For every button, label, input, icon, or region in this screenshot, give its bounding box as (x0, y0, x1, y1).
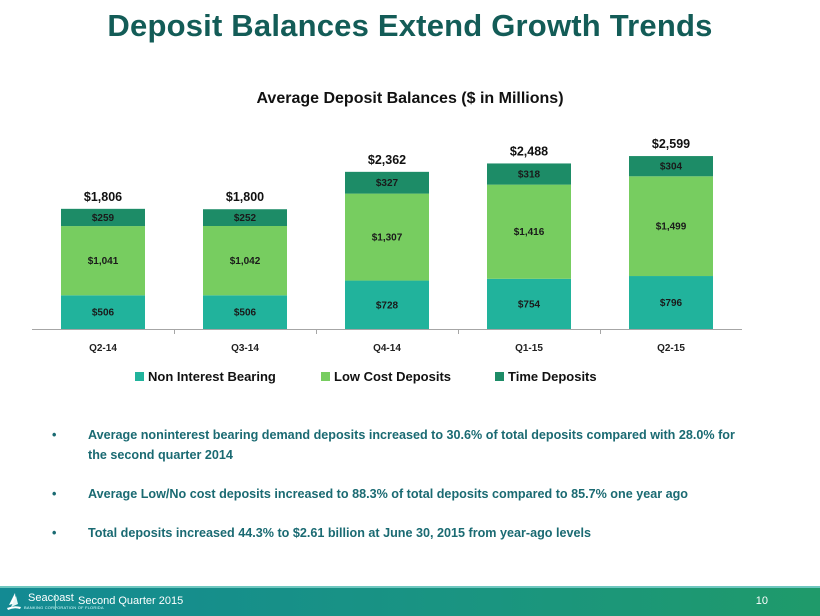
x-tick-label: Q2-14 (89, 343, 117, 354)
data-label: $259 (92, 213, 115, 224)
x-tick-label: Q4-14 (373, 343, 401, 354)
bar-segment-low-cost-deposits (629, 176, 713, 277)
data-label: $1,416 (514, 227, 545, 238)
bullet-item: • Average noninterest bearing demand dep… (52, 425, 742, 465)
bullet-text: Average noninterest bearing demand depos… (88, 428, 735, 462)
data-label: $1,307 (372, 233, 403, 244)
legend-item-non-interest: Non Interest Bearing (135, 369, 276, 384)
bar-segment-time-deposits (345, 171, 429, 194)
bullet-item: • Average Low/No cost deposits increased… (52, 484, 742, 504)
x-tick-label: Q1-15 (515, 343, 543, 354)
bar-segment-non-interest-bearing (487, 278, 571, 329)
data-label: $304 (660, 162, 683, 173)
data-label: $327 (376, 178, 399, 189)
chart-title: Average Deposit Balances ($ in Millions) (256, 90, 564, 107)
slide-title: Deposit Balances Extend Growth Trends (107, 8, 713, 43)
bullet-item: • Total deposits increased 44.3% to $2.6… (52, 523, 742, 543)
footer-divider (55, 594, 56, 610)
legend-item-low-cost: Low Cost Deposits (321, 369, 451, 384)
bullet-text: Average Low/No cost deposits increased t… (88, 487, 688, 501)
sailboat-logo-icon (7, 593, 21, 610)
bar-segment-low-cost-deposits (203, 225, 287, 296)
bar-segment-low-cost-deposits (487, 184, 571, 279)
data-label: $252 (234, 213, 257, 224)
total-label: $2,488 (510, 144, 548, 158)
data-label: $796 (660, 298, 683, 309)
data-label: $754 (518, 299, 541, 310)
footer-bar: Seacoast BANKING CORPORATION OF FLORIDA S… (0, 586, 820, 616)
total-label: $1,806 (84, 190, 122, 204)
bullet-marker: • (52, 428, 57, 442)
total-label: $2,362 (368, 153, 406, 167)
page-number: 10 (755, 595, 768, 607)
legend-swatch-non-interest (135, 372, 144, 381)
bullet-marker: • (52, 487, 57, 501)
logo-subtitle: BANKING CORPORATION OF FLORIDA (24, 605, 104, 610)
bar-segment-time-deposits (203, 209, 287, 226)
x-tick-label: Q2-15 (657, 343, 685, 354)
legend-label: Low Cost Deposits (334, 369, 452, 384)
bar-segment-non-interest-bearing (61, 295, 145, 329)
data-label: $1,042 (230, 256, 261, 267)
legend-label: Time Deposits (508, 369, 597, 384)
legend-swatch-time (495, 372, 504, 381)
total-label: $2,599 (652, 137, 690, 151)
chart-legend: Non Interest Bearing Low Cost Deposits T… (0, 369, 820, 387)
bar-segment-time-deposits (61, 208, 145, 227)
bullet-text: Total deposits increased 44.3% to $2.61 … (88, 526, 592, 540)
bullet-list: • Average noninterest bearing demand dep… (52, 425, 742, 562)
data-label: $506 (92, 308, 115, 319)
data-label: $728 (376, 300, 399, 311)
seacoast-logo: Seacoast BANKING CORPORATION OF FLORIDA (6, 591, 104, 615)
legend-label: Non Interest Bearing (148, 369, 276, 384)
logo-wordmark: Seacoast (28, 592, 74, 604)
bar-segment-low-cost-deposits (61, 226, 145, 296)
bar-segment-non-interest-bearing (203, 295, 287, 329)
legend-swatch-low-cost (321, 372, 330, 381)
total-label: $1,800 (226, 190, 264, 204)
data-label: $318 (518, 170, 541, 181)
bar-segment-time-deposits (487, 163, 571, 185)
data-label: $1,499 (656, 222, 687, 233)
bar-segment-non-interest-bearing (345, 280, 429, 329)
bullet-marker: • (52, 526, 57, 540)
bar-segment-time-deposits (629, 156, 713, 177)
footer-text: Second Quarter 2015 (78, 595, 184, 607)
legend-item-time: Time Deposits (495, 369, 597, 384)
x-tick-label: Q3-14 (231, 343, 259, 354)
data-label: $1,041 (88, 256, 119, 267)
bar-segment-non-interest-bearing (629, 276, 713, 329)
data-label: $506 (234, 308, 257, 319)
bar-segment-low-cost-deposits (345, 193, 429, 281)
stacked-bar-chart: $506 $1,041 $259 $1,806 Q2-14 $506 $1,042 $252 $… (32, 137, 742, 354)
